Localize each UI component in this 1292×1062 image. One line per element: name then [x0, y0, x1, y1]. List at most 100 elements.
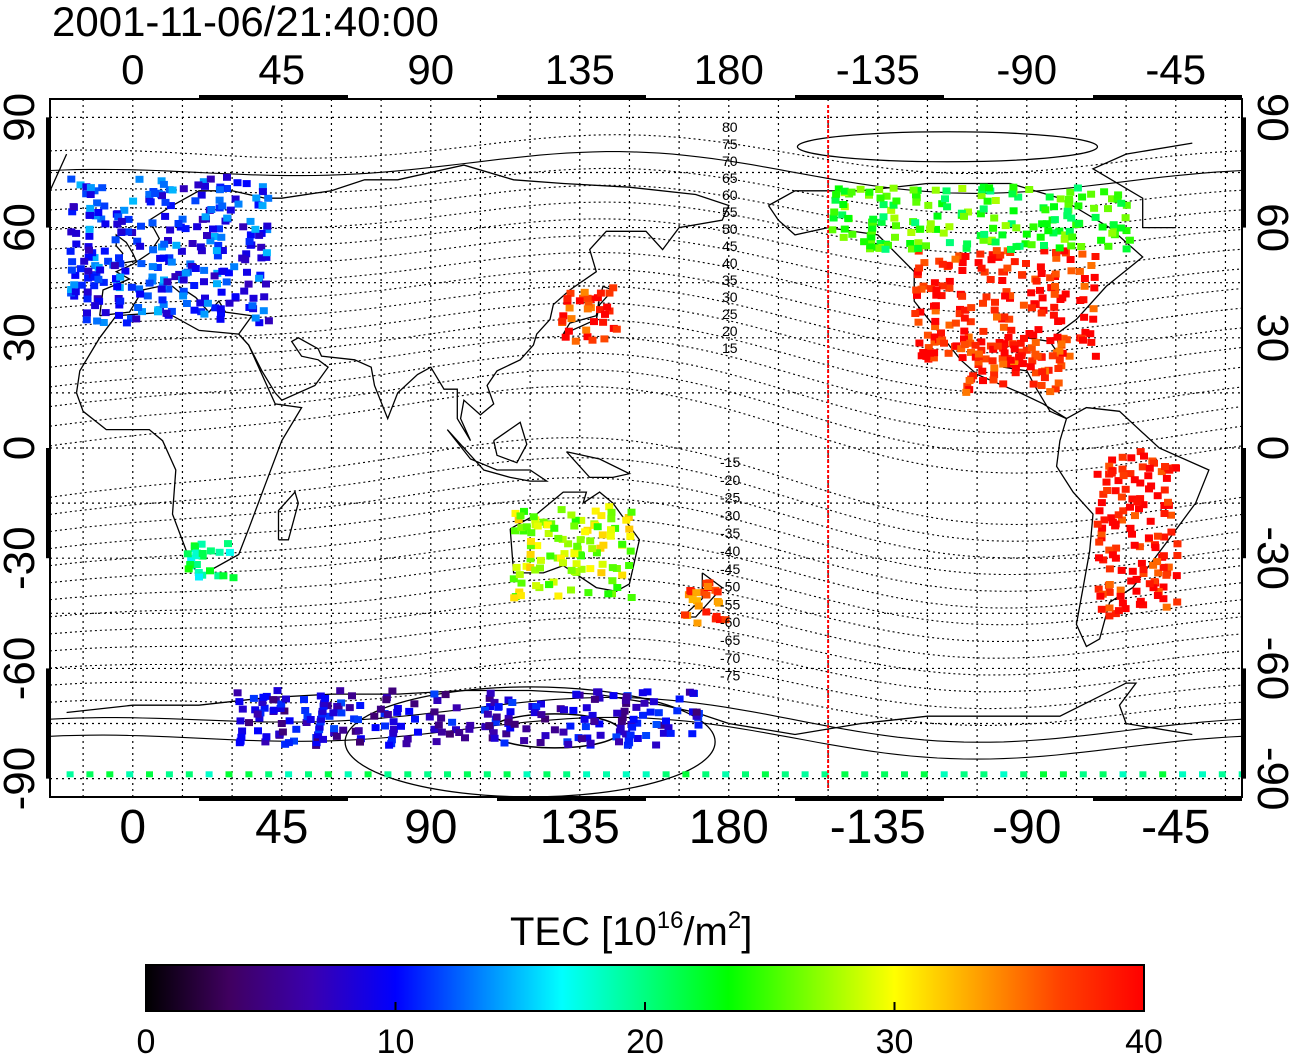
tec-cell	[1118, 453, 1127, 461]
tec-cell	[962, 244, 971, 252]
tec-cell	[561, 333, 570, 341]
tec-cell	[932, 225, 940, 233]
tec-cell	[316, 692, 325, 700]
tec-cell	[742, 771, 749, 778]
tec-cell	[1139, 566, 1148, 574]
tec-cell	[1050, 216, 1059, 224]
tec-cell	[1150, 459, 1158, 467]
tec-cell	[376, 705, 385, 713]
tec-cell	[969, 372, 978, 380]
tec-cell	[364, 771, 372, 778]
tec-cell	[136, 242, 145, 250]
tec-cell	[1159, 595, 1168, 603]
tec-cell	[1027, 241, 1036, 249]
tec-cell	[1161, 463, 1169, 470]
tec-cell	[932, 291, 941, 299]
tec-cell	[99, 278, 108, 286]
tec-cell	[491, 718, 500, 726]
tec-cell	[1000, 313, 1009, 321]
y-tick-label-left: -60	[0, 637, 44, 701]
tec-cell	[455, 729, 464, 736]
tec-cell	[564, 540, 573, 548]
tec-cell	[1040, 247, 1049, 255]
tec-cell	[86, 211, 94, 219]
tec-cell	[314, 731, 323, 739]
tec-cell	[259, 693, 268, 701]
y-tick-label-right: -60	[1248, 637, 1292, 701]
tec-cell	[932, 286, 941, 294]
tec-cell	[485, 694, 494, 702]
tec-cell	[403, 735, 412, 743]
tec-cell	[1053, 333, 1062, 341]
tec-cell	[1104, 242, 1113, 250]
tec-cell	[1050, 303, 1059, 311]
tec-cell	[840, 225, 849, 233]
tec-cell	[566, 722, 575, 730]
tec-cell	[963, 240, 972, 248]
tec-cell	[1036, 233, 1045, 241]
magnetic-contour	[50, 597, 1242, 659]
tec-cell	[1119, 771, 1127, 778]
x-tick-label-bottom: 180	[689, 801, 769, 854]
tec-cell	[567, 586, 575, 594]
tec-cell	[913, 291, 921, 299]
tec-cell	[1136, 597, 1145, 605]
y-tick-label-left: 0	[0, 436, 44, 460]
tec-cell	[1093, 470, 1102, 478]
tec-cell	[1060, 247, 1069, 255]
tec-cell	[508, 699, 517, 706]
tec-cell	[520, 507, 528, 515]
tec-cell	[332, 732, 341, 740]
tec-cell	[1126, 524, 1135, 532]
tec-cell	[687, 588, 696, 596]
contour-label: 35	[722, 272, 738, 288]
tec-cell	[537, 711, 546, 719]
tec-cell	[1020, 771, 1028, 778]
tec-cell	[1065, 195, 1073, 203]
tec-cell	[572, 691, 581, 699]
tec-cell	[567, 315, 576, 323]
tec-cell	[207, 206, 216, 213]
tec-cell	[1004, 334, 1013, 341]
tec-cell	[1040, 242, 1048, 249]
tec-cell	[1068, 233, 1077, 241]
tec-cell	[506, 724, 515, 732]
tec-cell	[239, 223, 248, 231]
tec-cell	[1102, 478, 1111, 486]
tec-cell	[605, 307, 614, 315]
tec-cell	[1080, 313, 1089, 321]
tec-cell	[559, 559, 567, 567]
tec-cell	[1041, 206, 1050, 214]
tec-cell	[649, 698, 658, 706]
tec-cell	[1146, 517, 1155, 525]
tec-cell	[1010, 341, 1018, 349]
tec-cell	[1050, 203, 1058, 211]
tec-cell	[179, 292, 188, 300]
tec-cell	[977, 346, 986, 354]
x-tick-label-bottom: 90	[404, 801, 457, 854]
tec-cell	[832, 190, 841, 198]
tec-cell	[1005, 315, 1014, 323]
tec-cell	[113, 220, 122, 228]
tec-cell	[117, 217, 126, 225]
tec-cell	[689, 689, 698, 697]
tec-cell	[1154, 588, 1163, 595]
tec-cell	[171, 273, 180, 281]
tec-cell	[1079, 296, 1088, 304]
tec-cell	[305, 771, 312, 778]
colorbar-label: TEC [1016/m2]	[510, 907, 752, 954]
tec-cell	[1099, 771, 1107, 778]
tec-cell	[633, 735, 642, 742]
tec-cell	[781, 771, 789, 778]
coastline	[493, 421, 528, 464]
tec-cell	[931, 307, 940, 315]
tec-cell	[437, 728, 446, 736]
tec-cell	[85, 246, 93, 254]
tec-cell	[502, 730, 511, 738]
tec-cell	[958, 185, 967, 192]
tec-cell	[1133, 498, 1142, 506]
tec-cell	[188, 240, 197, 247]
tec-cell	[986, 276, 995, 283]
tec-cell	[869, 215, 878, 223]
tec-cell	[91, 302, 100, 310]
